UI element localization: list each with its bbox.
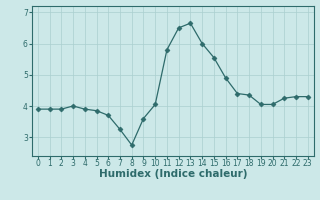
X-axis label: Humidex (Indice chaleur): Humidex (Indice chaleur) xyxy=(99,169,247,179)
